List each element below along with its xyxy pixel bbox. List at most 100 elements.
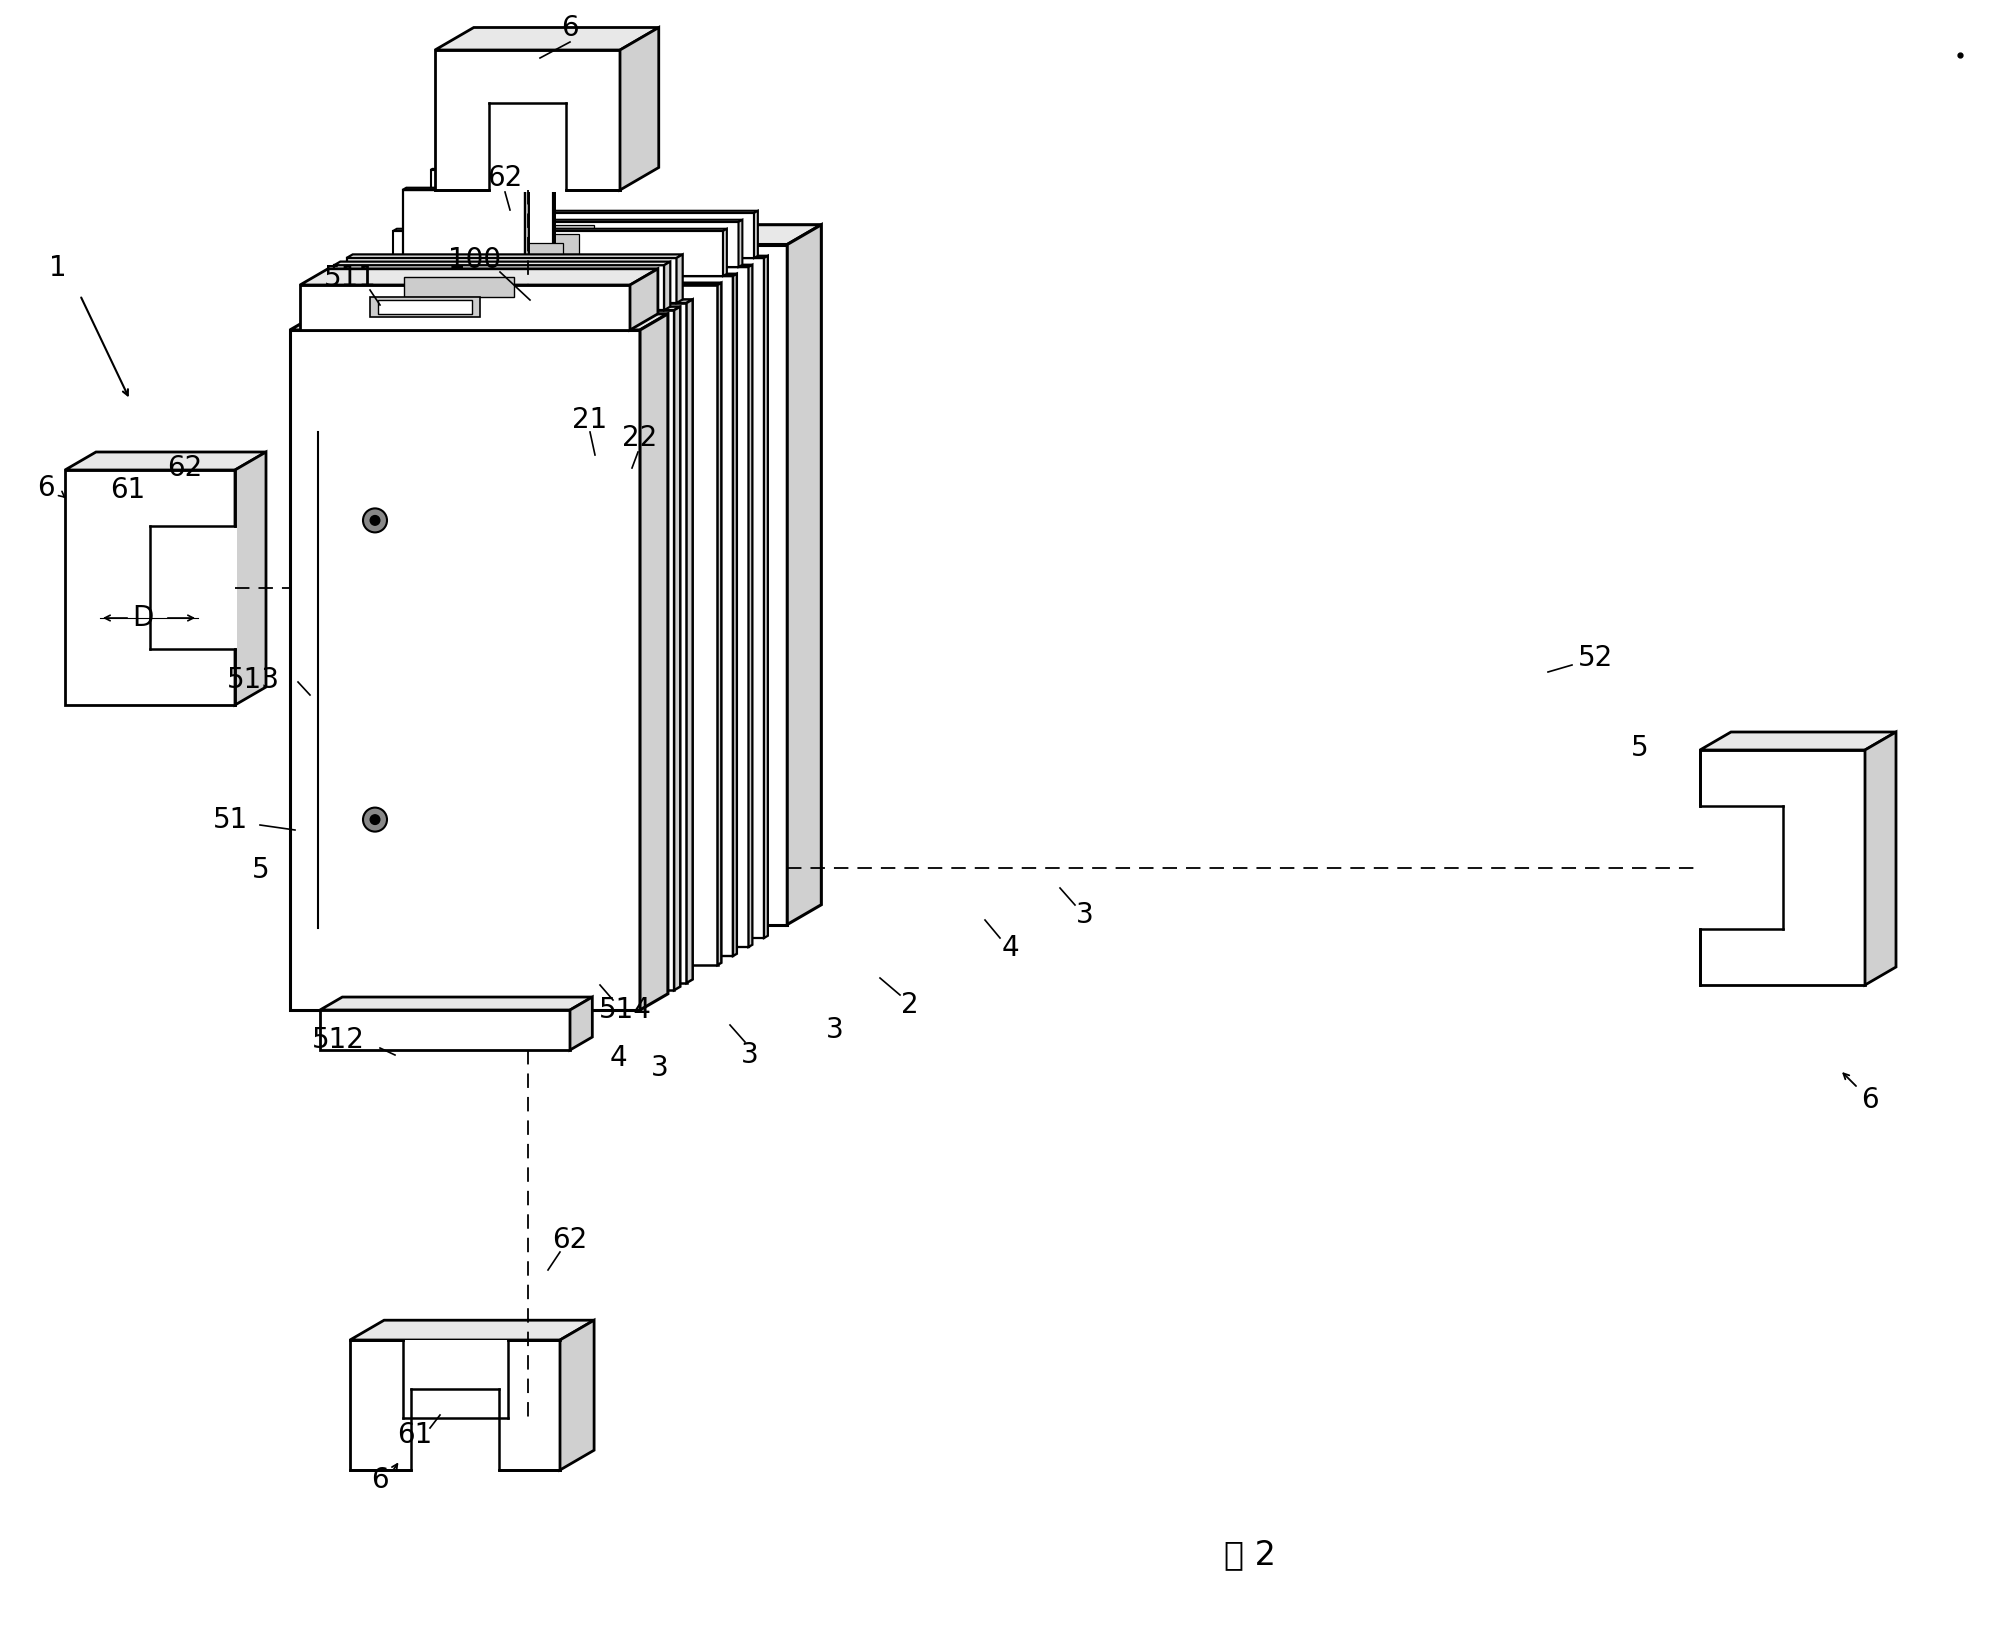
Polygon shape — [384, 273, 738, 276]
Circle shape — [539, 500, 547, 508]
Text: 6: 6 — [1861, 1086, 1879, 1113]
Polygon shape — [402, 190, 525, 284]
Circle shape — [567, 487, 575, 495]
Circle shape — [525, 459, 533, 468]
Polygon shape — [334, 262, 669, 265]
Circle shape — [553, 754, 561, 760]
Circle shape — [651, 530, 659, 536]
Circle shape — [679, 432, 687, 440]
Text: 51: 51 — [213, 806, 247, 834]
Circle shape — [609, 754, 617, 760]
Circle shape — [679, 626, 687, 634]
Circle shape — [651, 711, 659, 719]
Circle shape — [525, 543, 533, 551]
Polygon shape — [629, 268, 657, 330]
Circle shape — [609, 724, 617, 732]
Circle shape — [637, 500, 645, 508]
Circle shape — [728, 574, 748, 595]
Circle shape — [637, 571, 645, 579]
Circle shape — [665, 500, 673, 508]
Circle shape — [595, 530, 603, 536]
Polygon shape — [320, 1010, 571, 1050]
Circle shape — [370, 515, 380, 525]
Text: 4: 4 — [1001, 934, 1019, 961]
Circle shape — [581, 626, 589, 634]
Circle shape — [525, 598, 533, 607]
Circle shape — [651, 724, 659, 732]
Polygon shape — [414, 258, 764, 938]
Polygon shape — [235, 451, 265, 705]
Polygon shape — [619, 28, 659, 190]
Circle shape — [679, 739, 687, 747]
Circle shape — [637, 724, 645, 732]
Circle shape — [609, 711, 617, 719]
Circle shape — [364, 808, 388, 832]
Circle shape — [665, 626, 673, 634]
Circle shape — [525, 585, 533, 594]
Circle shape — [623, 767, 631, 775]
Circle shape — [595, 613, 603, 621]
Polygon shape — [370, 298, 480, 317]
Polygon shape — [468, 234, 579, 253]
Polygon shape — [1865, 732, 1895, 984]
Circle shape — [567, 754, 575, 760]
Circle shape — [665, 571, 673, 579]
Polygon shape — [452, 244, 563, 263]
Circle shape — [511, 445, 519, 453]
Polygon shape — [299, 268, 657, 284]
Circle shape — [567, 739, 575, 747]
Circle shape — [539, 613, 547, 621]
Circle shape — [637, 598, 645, 607]
Circle shape — [637, 585, 645, 594]
Circle shape — [511, 500, 519, 508]
Circle shape — [623, 613, 631, 621]
Circle shape — [525, 473, 533, 481]
Circle shape — [609, 459, 617, 468]
Circle shape — [679, 487, 687, 495]
Circle shape — [539, 626, 547, 634]
Circle shape — [679, 445, 687, 453]
Circle shape — [637, 683, 645, 692]
Circle shape — [553, 571, 561, 579]
Circle shape — [553, 530, 561, 536]
Circle shape — [525, 724, 533, 732]
Circle shape — [581, 515, 589, 523]
Circle shape — [595, 571, 603, 579]
Circle shape — [581, 417, 589, 425]
Circle shape — [679, 598, 687, 607]
Circle shape — [525, 417, 533, 425]
Circle shape — [511, 613, 519, 621]
Circle shape — [525, 530, 533, 536]
Circle shape — [567, 626, 575, 634]
Circle shape — [595, 697, 603, 705]
Circle shape — [581, 585, 589, 594]
Text: 5: 5 — [253, 857, 269, 885]
Text: 52: 52 — [1578, 644, 1612, 672]
Circle shape — [595, 767, 603, 775]
Circle shape — [553, 473, 561, 481]
Polygon shape — [336, 302, 687, 983]
Polygon shape — [788, 224, 822, 924]
Circle shape — [567, 724, 575, 732]
Circle shape — [581, 656, 589, 664]
Circle shape — [623, 697, 631, 705]
Circle shape — [665, 767, 673, 775]
Circle shape — [637, 473, 645, 481]
Circle shape — [539, 515, 547, 523]
Circle shape — [581, 613, 589, 621]
Circle shape — [651, 417, 659, 425]
Polygon shape — [410, 1390, 498, 1472]
Circle shape — [581, 711, 589, 719]
Circle shape — [623, 445, 631, 453]
Circle shape — [651, 598, 659, 607]
Polygon shape — [289, 330, 639, 1010]
Circle shape — [525, 669, 533, 677]
Polygon shape — [494, 657, 730, 677]
Text: 3: 3 — [1075, 901, 1093, 929]
Circle shape — [609, 487, 617, 495]
Circle shape — [511, 530, 519, 536]
Circle shape — [665, 598, 673, 607]
Polygon shape — [677, 255, 683, 302]
Text: 61: 61 — [111, 476, 145, 504]
Circle shape — [511, 515, 519, 523]
